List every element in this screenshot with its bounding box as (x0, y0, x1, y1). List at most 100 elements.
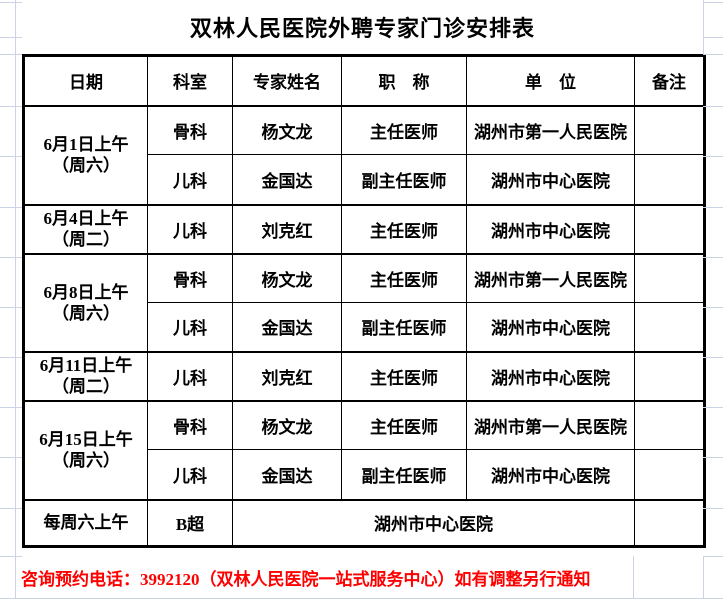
expert-name-cell: 刘克红 (232, 203, 342, 254)
department-cell: 儿科 (147, 154, 233, 205)
job-title-cell: 副主任医师 (341, 302, 467, 352)
expert-name-cell: 杨文龙 (232, 399, 342, 450)
expert-name-cell: 刘克红 (232, 350, 342, 401)
department-cell: 儿科 (147, 449, 233, 500)
expert-name-cell: 金国达 (232, 302, 342, 352)
job-title-cell: 主任医师 (341, 104, 467, 155)
department-cell: 骨科 (147, 399, 233, 450)
excel-gridline (703, 257, 723, 258)
excel-gridline (703, 0, 704, 54)
date-cell: 6月8日上午 （周六） (23, 252, 148, 352)
note-cell (634, 252, 705, 303)
unit-cell: 湖州市中心医院 (466, 350, 635, 401)
excel-gridline (703, 556, 723, 557)
excel-gridline (703, 207, 723, 208)
column-header-expert-name: 专家姓名 (232, 55, 342, 107)
excel-gridline (703, 54, 723, 55)
note-cell (634, 104, 705, 155)
excel-gridline (0, 156, 22, 157)
date-line2: （周六） (52, 156, 120, 175)
expert-name-cell: 杨文龙 (232, 252, 342, 303)
excel-gridline (0, 556, 22, 557)
date-line1: 6月8日上午 (43, 282, 129, 302)
excel-gridline (0, 106, 22, 107)
table-row: 每周六上午 B超 湖州市中心医院 (23, 498, 705, 547)
unit-cell: 湖州市第一人民医院 (466, 252, 635, 303)
unit-cell: 湖州市第一人民医院 (466, 104, 635, 155)
job-title-cell: 主任医师 (341, 252, 467, 303)
date-line1: 6月1日上午 (43, 135, 129, 154)
table-row: 6月1日上午 （周六） 骨科 杨文龙 主任医师 湖州市第一人民医院 (23, 104, 705, 205)
department-cell: 骨科 (147, 104, 233, 155)
excel-gridline (0, 37, 22, 38)
job-title-cell: 主任医师 (341, 350, 467, 401)
excel-gridline (703, 508, 723, 509)
footer-note: 咨询预约电话：3992120（双林人民医院一站式服务中心）如有调整另行通知 (21, 569, 591, 589)
excel-gridline (0, 207, 22, 208)
table-row: 儿科 金国达 副主任医师 湖州市中心医院 (24, 302, 705, 352)
excel-gridline (703, 37, 723, 38)
excel-gridline (703, 2, 723, 3)
job-title-cell: 主任医师 (341, 203, 467, 254)
table-row: 6月8日上午 （周六） 骨科 杨文龙 主任医师 湖州市第一人民医院 (23, 252, 705, 352)
job-title-cell: 主任医师 (341, 399, 467, 450)
column-header-department: 科室 (147, 55, 233, 107)
merged-unit-cell: 湖州市中心医院 (232, 498, 635, 547)
excel-gridline (0, 407, 22, 408)
excel-gridline (0, 357, 22, 358)
date-cell: 6月4日上午 （周二） (23, 203, 148, 254)
excel-gridline (0, 307, 22, 308)
date-cell: 6月1日上午 （周六） (23, 104, 148, 205)
unit-cell: 湖州市中心医院 (466, 154, 635, 205)
expert-name-cell: 金国达 (232, 154, 342, 205)
date-line1: 6月15日上午 (39, 430, 133, 449)
table-row: 6月4日上午 （周二） 儿科 刘克红 主任医师 湖州市中心医院 (23, 203, 705, 254)
department-cell: 骨科 (147, 252, 233, 303)
column-header-job-title: 职 称 (341, 55, 467, 107)
department-cell: B超 (147, 498, 233, 547)
note-cell (634, 449, 705, 500)
excel-gridline (15, 0, 16, 598)
page-title: 双林人民医院外聘专家门诊安排表 (22, 0, 703, 54)
table-row: 儿科 金国达 副主任医师 湖州市中心医院 (24, 449, 705, 500)
expert-name-cell: 杨文龙 (232, 104, 342, 155)
date-cell: 6月11日上午 （周二） (23, 350, 148, 401)
excel-gridline (0, 457, 22, 458)
note-cell (634, 302, 705, 352)
excel-gridline (703, 407, 723, 408)
unit-cell: 湖州市中心医院 (466, 203, 635, 254)
note-cell (634, 350, 705, 401)
excel-gridline (0, 598, 723, 599)
table-row: 6月15日上午 （周六） 骨科 杨文龙 主任医师 湖州市第一人民医院 (23, 399, 705, 500)
unit-cell: 湖州市中心医院 (466, 302, 635, 352)
note-cell (634, 154, 705, 205)
schedule-table: 日期 科室 专家姓名 职 称 单 位 备注 6月1日上午 （周六） 骨科 杨文龙… (22, 54, 706, 548)
department-cell: 儿科 (147, 203, 233, 254)
date-line2: （周六） (52, 451, 120, 470)
excel-gridline (0, 508, 22, 509)
date-cell: 每周六上午 (23, 498, 148, 547)
column-header-date: 日期 (23, 55, 148, 107)
date-line2: （周六） (52, 303, 120, 323)
header-row: 日期 科室 专家姓名 职 称 单 位 备注 (23, 55, 705, 107)
table-row: 6月11日上午 （周二） 儿科 刘克红 主任医师 湖州市中心医院 (23, 350, 705, 401)
excel-gridline (0, 54, 22, 55)
date-line2: （周二） (52, 377, 120, 396)
table-row: 儿科 金国达 副主任医师 湖州市中心医院 (24, 154, 705, 205)
excel-gridline (0, 257, 22, 258)
excel-gridline (703, 156, 723, 157)
note-cell (634, 399, 705, 450)
excel-gridline (703, 357, 723, 358)
excel-gridline (703, 106, 723, 107)
department-cell: 儿科 (147, 350, 233, 401)
excel-gridline (703, 457, 723, 458)
expert-name-cell: 金国达 (232, 449, 342, 500)
date-cell: 6月15日上午 （周六） (23, 399, 148, 500)
date-line1: 6月11日上午 (39, 356, 133, 375)
job-title-cell: 副主任医师 (341, 154, 467, 205)
note-cell (634, 203, 705, 254)
column-header-unit: 单 位 (466, 55, 635, 107)
unit-cell: 湖州市第一人民医院 (466, 399, 635, 450)
note-cell (634, 498, 705, 547)
